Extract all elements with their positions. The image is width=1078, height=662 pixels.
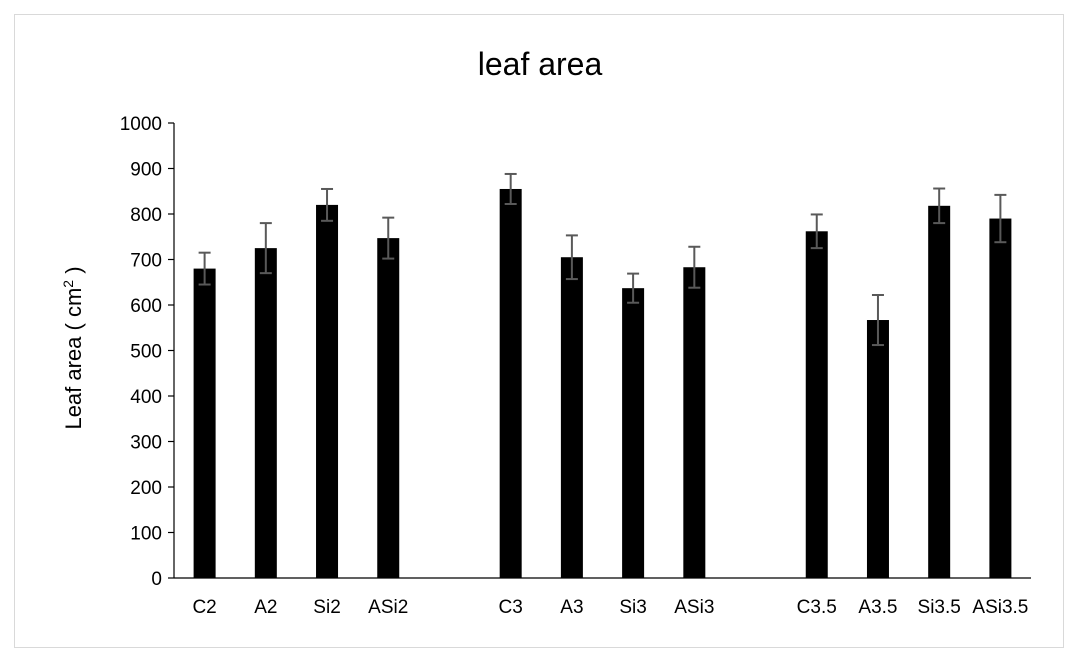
bar-ASi3.5	[989, 218, 1012, 579]
bar-ASi2	[377, 238, 400, 579]
bar-Si2	[316, 204, 339, 578]
bar-chart: leaf area Leaf area ( cm2 ) 0 100 200 300 40…	[60, 46, 1031, 618]
x-tick-label-ASi2: ASi2	[368, 597, 408, 618]
y-axis-title: Leaf area ( cm2 )	[60, 266, 86, 429]
x-axis: C2 A2 Si2 ASi2 C3 A3 Si3 ASi3 C3.5 A3.5 Si3.5 ASi3.…	[174, 577, 1031, 618]
error-bars	[198, 172, 1007, 347]
bar-C3.5	[805, 231, 828, 579]
x-tick-label-C3: C3	[499, 597, 523, 618]
x-tick-label-C2: C2	[192, 597, 216, 618]
y-tick-label: 400	[130, 387, 162, 408]
bar-ASi3	[683, 267, 706, 578]
y-tick-label: 200	[130, 478, 162, 499]
y-tick-label: 0	[151, 569, 162, 590]
bar-A3.5	[866, 320, 889, 578]
chart-title: leaf area	[478, 46, 603, 82]
y-tick-label: 1000	[120, 114, 162, 135]
y-tick-label: 600	[130, 296, 162, 317]
x-tick-label-ASi3.5: ASi3.5	[972, 597, 1028, 618]
x-tick-label-ASi3: ASi3	[674, 597, 714, 618]
bar-Si3.5	[928, 205, 951, 578]
bar-A3	[560, 257, 583, 578]
x-tick-label-Si2: Si2	[313, 597, 340, 618]
chart-frame: leaf area Leaf area ( cm2 ) 0 100 200 300 40…	[14, 14, 1064, 648]
y-tick-label: 100	[130, 524, 162, 545]
y-tick-label: 300	[130, 433, 162, 454]
y-axis-title-tail: )	[61, 266, 86, 279]
x-tick-label-C3.5: C3.5	[797, 597, 837, 618]
y-tick-label: 800	[130, 205, 162, 226]
bar-C3	[499, 188, 522, 578]
bar-C2	[193, 268, 216, 578]
x-tick-label-Si3: Si3	[619, 597, 646, 618]
bar-Si3	[622, 288, 645, 578]
x-tick-label-A3: A3	[560, 597, 583, 618]
y-tick-label: 900	[130, 160, 162, 181]
y-tick-label: 500	[130, 342, 162, 363]
x-tick-label-Si3.5: Si3.5	[918, 597, 961, 618]
x-tick-label-A3.5: A3.5	[858, 597, 897, 618]
y-tick-label: 700	[130, 251, 162, 272]
bars	[193, 188, 1012, 579]
x-tick-label-A2: A2	[254, 597, 277, 618]
bar-A2	[254, 248, 277, 578]
y-axis-title-superscript: 2	[60, 280, 76, 288]
y-axis-title-main: Leaf area ( cm	[61, 288, 86, 430]
y-axis: 0 100 200 300 400 500 600 700 800 900 1000	[120, 114, 175, 590]
